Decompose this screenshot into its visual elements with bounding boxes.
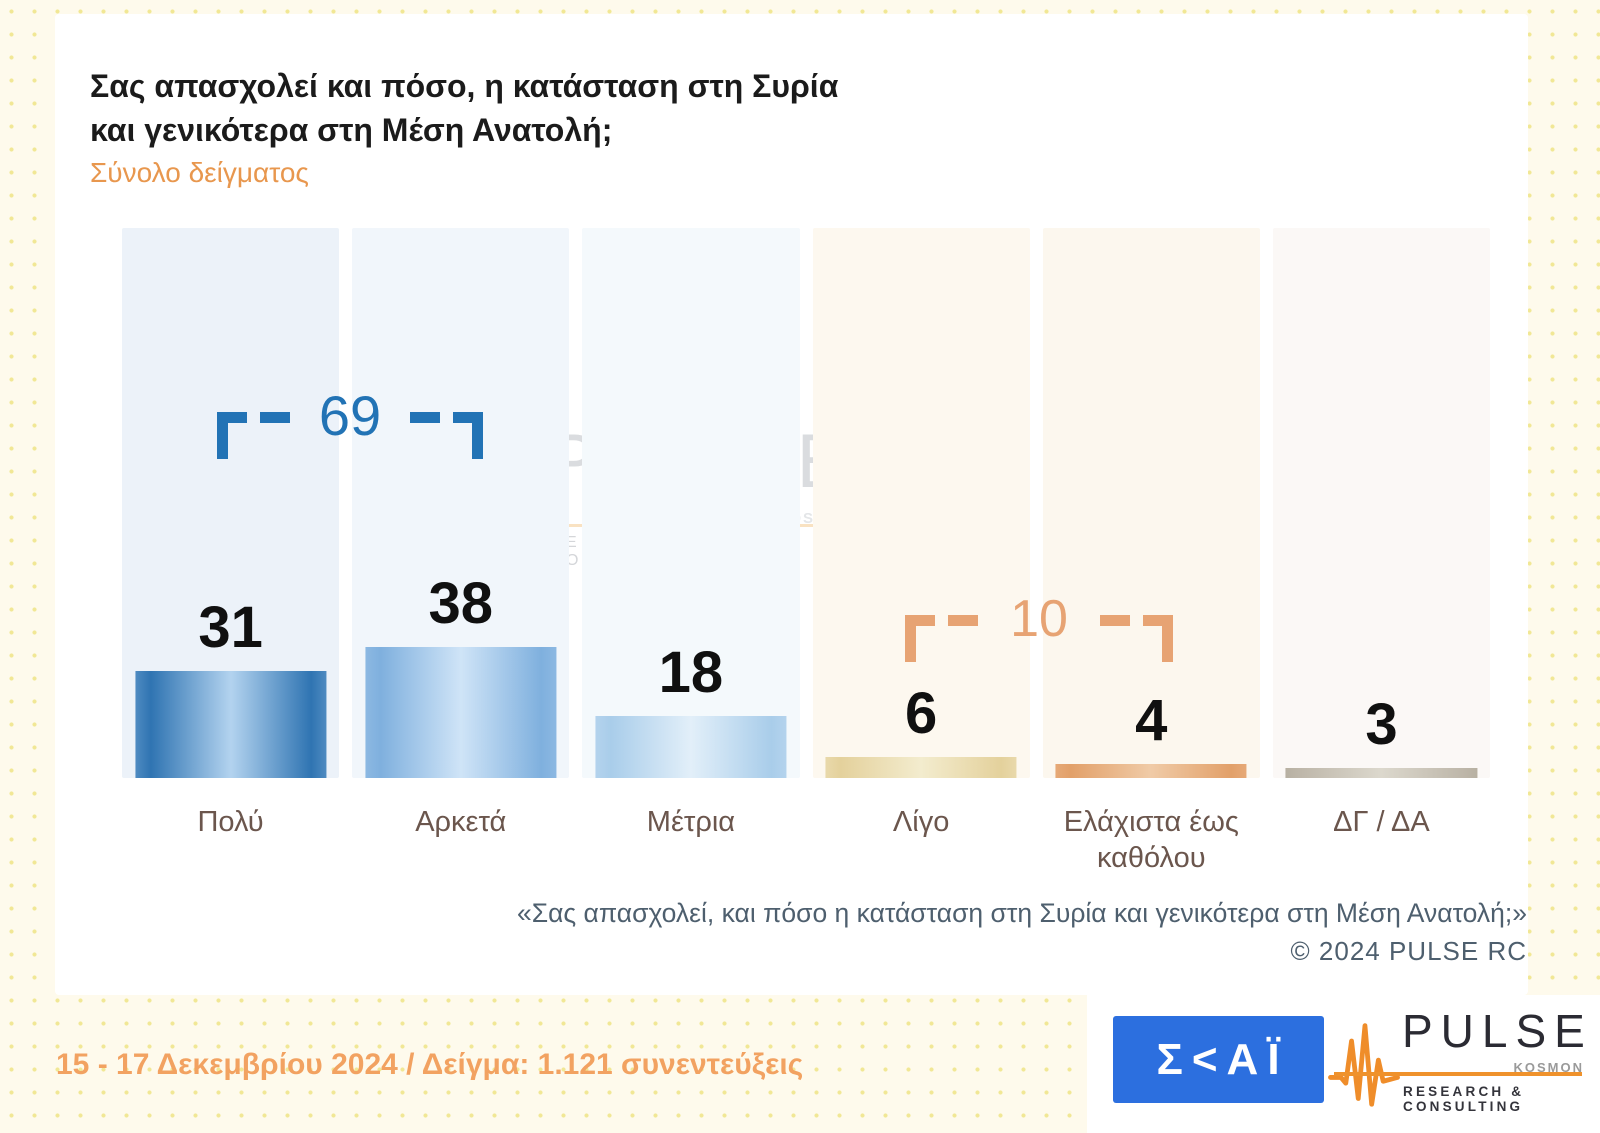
bar-4 — [825, 757, 1017, 778]
skai-logo: Σ<ΑΪ — [1113, 1016, 1324, 1103]
bar-1 — [135, 671, 327, 778]
pulse-logo-line — [1334, 1072, 1582, 1076]
bracket-sum-concerned: 69 — [217, 384, 483, 470]
bar-6 — [1285, 768, 1477, 778]
category-label: Μέτρια — [646, 806, 736, 838]
skai-logo-text: Σ<ΑΪ — [1156, 1034, 1289, 1084]
bracket-sum-value: 69 — [318, 384, 382, 447]
bracket-tick-left — [217, 412, 228, 459]
chart-columns: 31 Πολύ 38 Αρκετά 18 Μέτρια 6 Λίγο 4 Ελάχιστα έως… — [122, 228, 1491, 874]
bracket-arm-left — [217, 412, 292, 423]
category-label: ΔΓ / ΔΑ — [1333, 806, 1430, 838]
pulse-logo-brand: PULSE — [1402, 1005, 1593, 1057]
bar-value-label: 6 — [904, 681, 938, 746]
bracket-sum-value: 10 — [1010, 590, 1068, 648]
bracket-arm-left — [905, 615, 981, 626]
pulse-logo: PULSE KOSMON RESEARCH & CONSULTING — [1328, 1008, 1585, 1114]
copyright-text: © 2024 PULSE RC — [1290, 936, 1527, 966]
bar-value-label: 4 — [1135, 688, 1168, 753]
bar-value-label: 3 — [1365, 692, 1398, 757]
chart-column-4: 6 Λίγο — [812, 228, 1030, 838]
bar-2 — [365, 647, 557, 778]
chart-column-2: 38 Αρκετά — [352, 228, 570, 838]
bar-value-label: 38 — [428, 571, 494, 636]
bracket-arm-right — [1097, 615, 1173, 626]
bar-5 — [1055, 764, 1247, 778]
bracket-tick-right — [472, 412, 483, 459]
bracket-tick-right — [1162, 615, 1173, 662]
fieldwork-info: 15 - 17 Δεκεμβρίου 2024 / Δείγμα: 1.121 … — [56, 1048, 804, 1081]
bar-value-label: 31 — [198, 595, 263, 660]
chart-column-5: 4 Ελάχιστα έως καθόλου — [1042, 228, 1260, 874]
page-title: Σας απασχολεί και πόσο, η κατάσταση στη … — [90, 64, 838, 152]
chart-column-3: 18 Μέτρια — [582, 228, 800, 838]
pulse-logo-sub: RESEARCH & CONSULTING — [1403, 1084, 1525, 1114]
category-label: Αρκετά — [415, 806, 507, 838]
bracket-arm-right — [408, 412, 483, 423]
bar-value-label: 18 — [658, 640, 724, 705]
bar-3 — [595, 716, 787, 778]
question-quote: «Σας απασχολεί, και πόσο η κατάσταση στη… — [516, 898, 1527, 928]
chart-subtitle: Σύνολο δείγματος — [90, 157, 309, 188]
chart-column-6: 3 ΔΓ / ΔΑ — [1272, 228, 1491, 838]
title-line-2: και γενικότερα στη Μέση Ανατολή; — [90, 112, 613, 148]
title-line-1: Σας απασχολεί και πόσο, η κατάσταση στη … — [90, 68, 839, 104]
pulse-waveform-icon — [1328, 1023, 1400, 1107]
bracket-sum-unconcerned: 10 — [905, 593, 1173, 673]
category-label: Ελάχιστα έως καθόλου — [1063, 806, 1239, 875]
chart-column-1: 31 Πολύ — [122, 228, 340, 838]
category-label: Λίγο — [892, 806, 950, 838]
bracket-tick-left — [905, 615, 916, 662]
category-label: Πολύ — [197, 806, 264, 838]
pulse-logo-kosmon: KOSMON — [1513, 1060, 1584, 1075]
